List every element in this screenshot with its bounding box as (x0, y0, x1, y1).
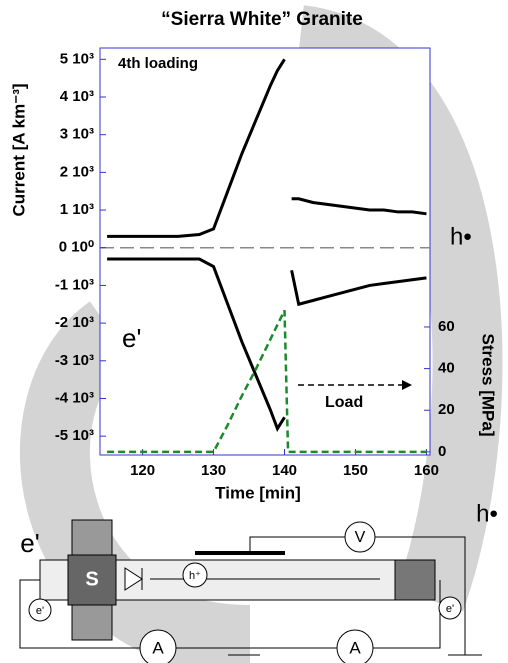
stressed-zone (67, 554, 117, 606)
x-tick-label: 160 (414, 462, 439, 479)
diagram-label: h• (476, 500, 498, 527)
y-tick-label: -1 10³ (55, 276, 94, 293)
electron-symbol (28, 598, 52, 622)
plot-area (100, 48, 430, 455)
y-axis-label: Current [A km⁻³] (9, 83, 28, 216)
hole-symbol (182, 562, 208, 588)
y-tick-label: 0 10⁰ (59, 239, 94, 256)
wire (249, 536, 345, 553)
voltmeter (344, 521, 376, 553)
bg-arrow (19, 301, 252, 663)
x-axis-label: Time [min] (215, 483, 301, 502)
diagram-label: e' (446, 603, 454, 615)
y2-tick-label: 20 (438, 401, 455, 418)
ammeter (336, 629, 374, 663)
y-tick-label: 3 10³ (60, 126, 94, 143)
y-tick-label: 5 10³ (60, 50, 94, 67)
wire (375, 536, 466, 655)
annotation: Load (325, 394, 363, 411)
y-tick-label: 4 10³ (60, 88, 94, 105)
plot-frame (99, 47, 431, 456)
diagram-label: V (355, 529, 366, 546)
ammeter (139, 629, 177, 663)
y-tick-label: -2 10³ (55, 314, 94, 331)
annotation: h• (450, 223, 472, 250)
diode (124, 567, 143, 591)
diagram-label: A (152, 638, 164, 657)
y-tick-label: -5 10³ (55, 427, 94, 444)
series-line (107, 257, 427, 432)
annotation: e' (122, 323, 141, 353)
x-tick-label: 130 (201, 462, 226, 479)
electron-symbol (438, 596, 462, 620)
diagram-label: A (349, 638, 361, 657)
diagram-label: e' (36, 605, 44, 617)
series-line (107, 309, 427, 454)
load-arrow-head (402, 380, 412, 390)
y2-tick-label: 40 (438, 360, 455, 377)
y-tick-label: 1 10³ (60, 201, 94, 218)
series-line (107, 58, 427, 238)
y2-tick-label: 60 (438, 318, 455, 335)
x-tick-label: 120 (130, 462, 155, 479)
chart-title: “Sierra White” Granite (161, 9, 363, 30)
diagram-label: e' (20, 528, 39, 558)
schematic (19, 519, 482, 663)
y2-tick-label: 0 (438, 443, 446, 460)
y-tick-label: 2 10³ (60, 163, 94, 180)
electrode (394, 559, 436, 601)
y2-axis-label: Stress [MPa] (479, 334, 498, 437)
y-tick-label: -4 10³ (55, 389, 94, 406)
diagram-label: S (85, 568, 98, 590)
x-tick-label: 150 (343, 462, 368, 479)
annotation: 4th loading (118, 55, 198, 72)
wire (19, 579, 140, 649)
y-tick-label: -3 10³ (55, 352, 94, 369)
diagram-label: h⁺ (189, 570, 201, 582)
x-tick-label: 140 (272, 462, 297, 479)
